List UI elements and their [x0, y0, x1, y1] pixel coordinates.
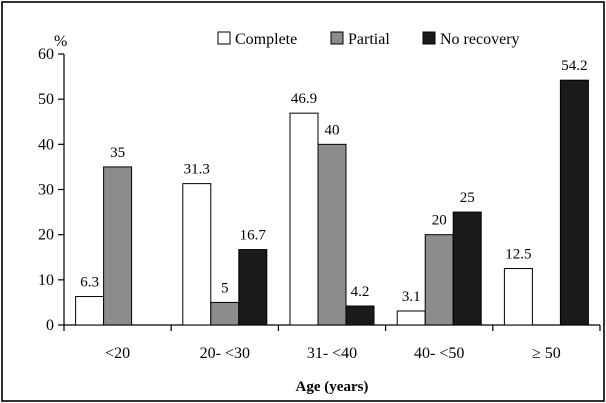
data-label: 16.7: [240, 228, 267, 244]
bar-no-recovery: [452, 211, 482, 326]
bar-complete: [182, 183, 212, 326]
y-axis: 0 10 20 30 40 50 60: [38, 46, 65, 334]
data-label: 46.9: [291, 91, 317, 107]
y-tick-label: 40: [38, 136, 54, 153]
bars: [75, 79, 589, 326]
data-label: 4.2: [351, 284, 370, 300]
legend-swatch: [422, 31, 436, 45]
data-label: 40: [325, 122, 340, 138]
y-tick-label: 60: [38, 46, 54, 63]
data-label: 6.3: [80, 275, 99, 291]
x-category-label: 31- <40: [307, 345, 357, 362]
x-axis-title: Age (years): [296, 379, 369, 395]
legend-label: Complete: [235, 31, 297, 48]
bar-no-recovery: [238, 249, 268, 326]
legend-label: No recovery: [440, 31, 520, 48]
x-category-label: 20- <30: [200, 345, 250, 362]
legend-swatch: [330, 31, 344, 45]
y-unit-label: %: [54, 33, 67, 50]
data-label: 54.2: [561, 58, 587, 74]
legend: Complete Partial No recovery: [217, 31, 520, 48]
data-label: 3.1: [402, 289, 421, 305]
y-tick-label: 20: [38, 227, 54, 244]
x-category-label: 40- <50: [414, 345, 464, 362]
y-tick-label: 10: [38, 272, 54, 289]
y-tick-label: 0: [46, 317, 54, 334]
bar-complete: [396, 310, 426, 326]
legend-swatch: [217, 31, 231, 45]
bar-complete: [75, 296, 105, 326]
bar-partial: [210, 301, 240, 326]
bar-complete: [503, 268, 533, 326]
bar-partial: [317, 143, 347, 326]
bar-partial: [103, 166, 133, 326]
legend-label: Partial: [348, 31, 390, 48]
x-category-label: ≥ 50: [532, 345, 561, 362]
bar-no-recovery: [345, 305, 375, 326]
y-tick-label: 50: [38, 91, 54, 108]
data-label: 35: [110, 145, 125, 161]
data-label: 25: [460, 190, 475, 206]
data-label: 31.3: [184, 162, 210, 178]
y-tick-label: 30: [38, 182, 54, 199]
bar-complete: [289, 112, 319, 326]
data-label: 12.5: [505, 247, 531, 263]
bar-no-recovery: [559, 79, 589, 326]
data-labels: 6.3 35 31.3 5 16.7 46.9 40 4.2 3.1 20 25 12.5 54.2: [80, 58, 587, 305]
bar-partial: [424, 234, 454, 326]
data-label: 5: [221, 280, 229, 296]
data-label: 20: [432, 213, 447, 229]
x-category-label: <20: [105, 345, 130, 362]
